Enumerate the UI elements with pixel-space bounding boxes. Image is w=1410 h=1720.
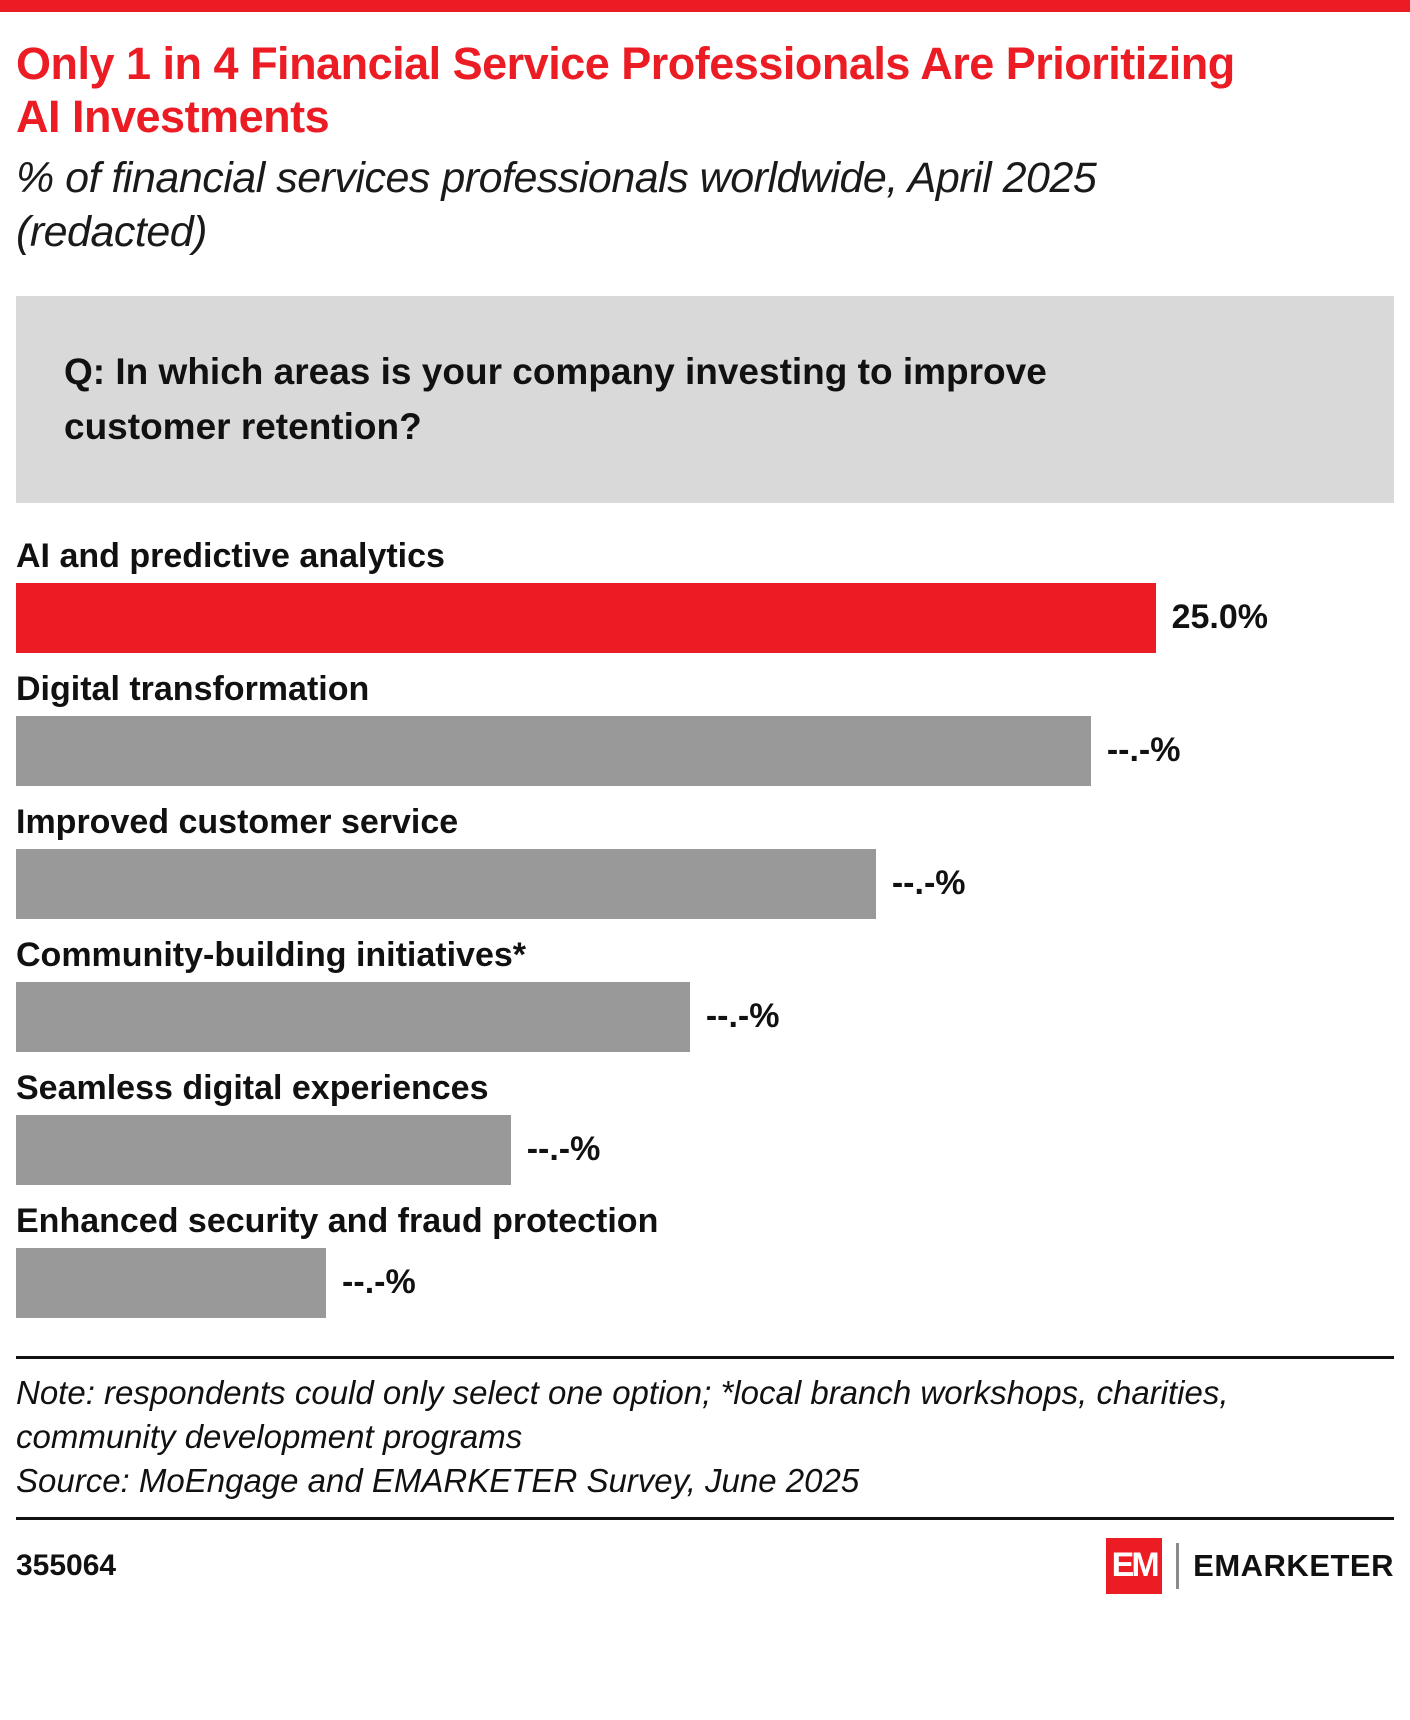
- bar-highlighted: [16, 582, 1156, 653]
- bar: [16, 1247, 327, 1318]
- bar-category-label: Digital transformation: [16, 669, 370, 708]
- chart-id-number: 355064: [16, 1548, 117, 1582]
- bar-row: Community-building initiatives* --.-%: [16, 936, 1394, 1052]
- top-accent-strip: [0, 0, 1410, 12]
- bar: [16, 848, 876, 919]
- chart-source: Source: MoEngage and EMARKETER Survey, J…: [16, 1461, 860, 1499]
- bar-track: --.-%: [16, 1247, 1394, 1318]
- chart-subtitle: % of financial services professionals wo…: [16, 154, 1097, 257]
- infographic-page: Only 1 in 4 Financial Service Profession…: [0, 0, 1410, 1594]
- bar-track: --.-%: [16, 981, 1394, 1052]
- divider-above-footer: [16, 1516, 1394, 1520]
- survey-question-box: Q: In which areas is your company invest…: [16, 295, 1394, 503]
- bar-value-label: 25.0%: [1171, 598, 1268, 637]
- bar-value-label: --.-%: [705, 997, 780, 1036]
- chart-title: Only 1 in 4 Financial Service Profession…: [16, 38, 1235, 142]
- logo-divider: [1176, 1542, 1180, 1589]
- bar-track: 25.0%: [16, 582, 1394, 653]
- bar-row: Improved customer service --.-%: [16, 803, 1394, 919]
- bar-value-label: --.-%: [342, 1263, 416, 1302]
- survey-question-text: Q: In which areas is your company invest…: [64, 350, 1047, 448]
- bar-row: Seamless digital experiences --.-%: [16, 1069, 1394, 1185]
- brand-name: EMARKETER: [1193, 1547, 1394, 1583]
- bar: [16, 1114, 511, 1185]
- bar-row: Digital transformation --.-%: [16, 670, 1394, 786]
- bar: [16, 715, 1091, 786]
- bar-row: Enhanced security and fraud protection --…: [16, 1202, 1394, 1318]
- footer: 355064 EM EMARKETER: [16, 1537, 1394, 1594]
- bar-category-label: Community-building initiatives*: [16, 935, 527, 974]
- divider-above-note: [16, 1355, 1394, 1359]
- emarketer-logo: EM EMARKETER: [1106, 1537, 1394, 1594]
- bar-category-label: Seamless digital experiences: [16, 1068, 489, 1107]
- bar-value-label: --.-%: [891, 864, 966, 903]
- bar-value-label: --.-%: [526, 1130, 601, 1169]
- bar-track: --.-%: [16, 848, 1394, 919]
- emarketer-logo-icon: EM: [1106, 1537, 1163, 1594]
- horizontal-bar-chart: AI and predictive analytics 25.0% Digital …: [16, 537, 1394, 1318]
- bar-category-label: Enhanced security and fraud protection: [16, 1201, 659, 1240]
- bar-track: --.-%: [16, 1114, 1394, 1185]
- chart-note: Note: respondents could only select one …: [16, 1373, 1229, 1455]
- bar-value-label: --.-%: [1106, 731, 1181, 770]
- bar-category-label: AI and predictive analytics: [16, 536, 445, 575]
- bar-category-label: Improved customer service: [16, 802, 459, 841]
- bar-row: AI and predictive analytics 25.0%: [16, 537, 1394, 653]
- bar: [16, 981, 690, 1052]
- bar-track: --.-%: [16, 715, 1394, 786]
